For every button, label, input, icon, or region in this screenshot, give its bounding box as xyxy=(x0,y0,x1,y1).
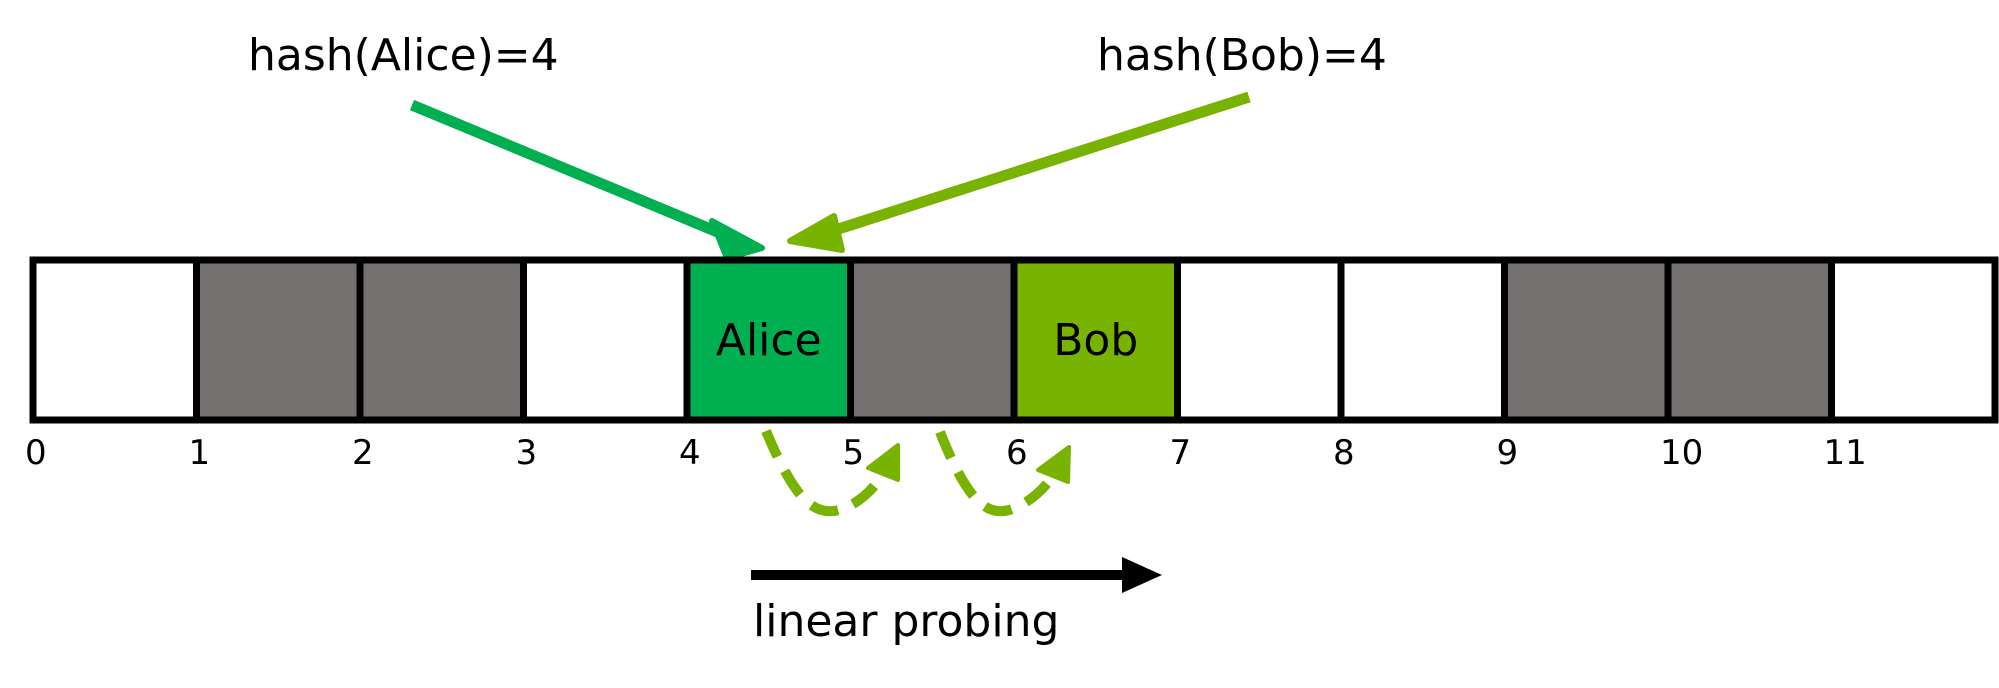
alice-hash-label: hash(Alice)=4 xyxy=(248,30,559,81)
hash-table: Alice Bob xyxy=(29,256,1999,424)
slot-index-10: 10 xyxy=(1660,433,1703,473)
slot-index-6: 6 xyxy=(1006,433,1028,473)
table-slot-1 xyxy=(193,256,364,424)
slot-cell-4 xyxy=(683,256,854,424)
slot-cell-10 xyxy=(1664,256,1835,424)
table-slot-0 xyxy=(29,256,200,424)
slot-index-2: 2 xyxy=(352,433,374,473)
slot-index-8: 8 xyxy=(1333,433,1355,473)
slot-indices: 0 1 2 3 4 5 6 7 8 9 10 11 xyxy=(25,433,1867,473)
slot-cell-5 xyxy=(847,256,1018,424)
table-slot-3 xyxy=(520,256,691,424)
table-slot-11 xyxy=(1828,256,1999,424)
bob-hash-arrow xyxy=(787,91,1251,253)
table-slot-5 xyxy=(847,256,1018,424)
slot-index-5: 5 xyxy=(843,433,865,473)
slot-cell-2 xyxy=(356,256,527,424)
table-slot-6: Bob xyxy=(1010,256,1181,424)
slot-key-bob: Bob xyxy=(1053,315,1138,366)
slot-cell-7 xyxy=(1174,256,1345,424)
probe-arrow-5-to-6 xyxy=(935,430,1071,517)
slot-cell-0 xyxy=(29,256,200,424)
slot-index-11: 11 xyxy=(1824,433,1867,473)
slot-cell-8 xyxy=(1337,256,1508,424)
slot-index-1: 1 xyxy=(189,433,211,473)
slot-key-alice: Alice xyxy=(716,315,822,366)
table-slot-10 xyxy=(1664,256,1835,424)
linear-probing-caption: linear probing xyxy=(753,596,1059,647)
table-slot-9 xyxy=(1501,256,1672,424)
slot-cell-3 xyxy=(520,256,691,424)
slot-index-9: 9 xyxy=(1497,433,1519,473)
slot-cell-1 xyxy=(193,256,364,424)
probe-arrow-4-to-5 xyxy=(761,429,900,517)
table-slot-7 xyxy=(1174,256,1345,424)
bob-hash-label: hash(Bob)=4 xyxy=(1097,30,1387,81)
slot-cell-11 xyxy=(1828,256,1999,424)
slot-cell-6 xyxy=(1010,256,1181,424)
slot-index-4: 4 xyxy=(679,433,701,473)
slot-index-0: 0 xyxy=(25,433,47,473)
alice-hash-arrow xyxy=(409,99,765,261)
slot-index-7: 7 xyxy=(1170,433,1192,473)
linear-probing-direction-arrow xyxy=(751,557,1162,593)
table-slot-8 xyxy=(1337,256,1508,424)
slot-index-3: 3 xyxy=(516,433,538,473)
table-slot-4: Alice xyxy=(683,256,854,424)
slot-cell-9 xyxy=(1501,256,1672,424)
table-slot-2 xyxy=(356,256,527,424)
